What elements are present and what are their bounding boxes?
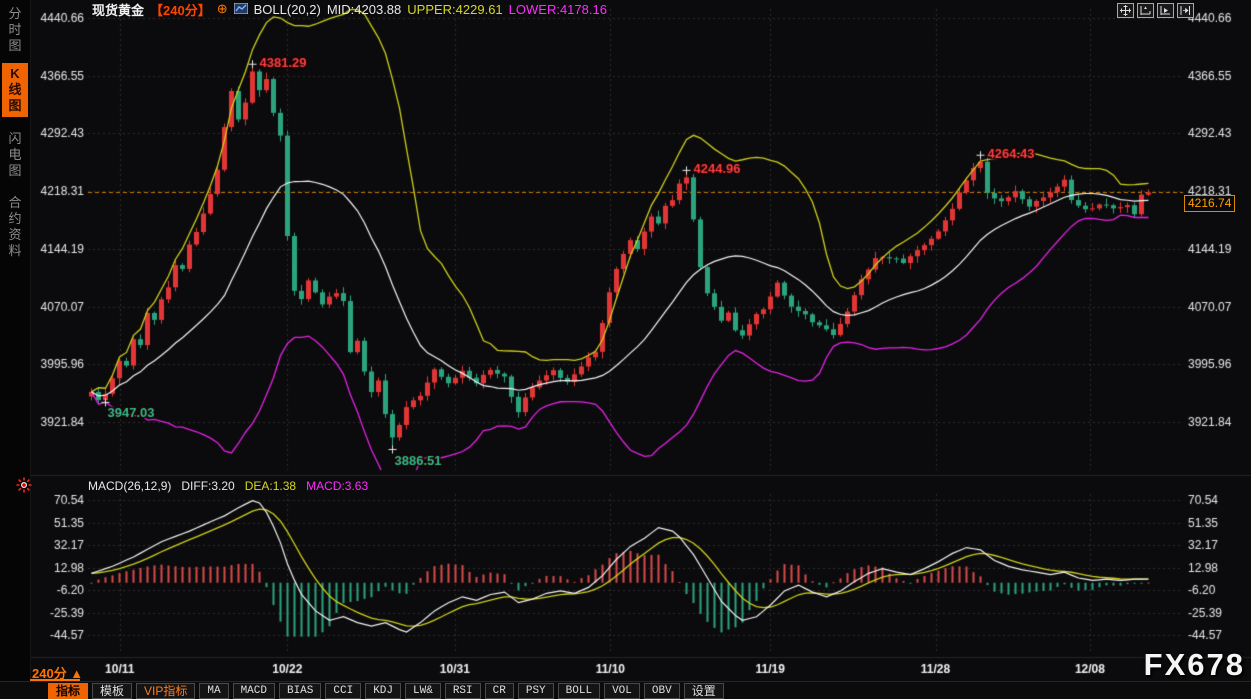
- toolbar-button-CR[interactable]: CR: [484, 682, 514, 699]
- boll-upper-value: UPPER:4229.61: [407, 1, 503, 17]
- macd-macd-value: MACD:3.63: [306, 479, 369, 493]
- indicator-buttons: 指标 模板 VIP指标 MA MACD BIAS CCI KDJ LW& RSI CR PSY BOLL…: [48, 682, 724, 699]
- toolbar-button-BIAS[interactable]: BIAS: [278, 682, 322, 699]
- toolbar-button-指标[interactable]: 指标: [48, 682, 89, 699]
- axis-compress-icon[interactable]: [1137, 3, 1154, 18]
- toolbar-button-BOLL[interactable]: BOLL: [557, 682, 601, 699]
- toolbar-button-KDJ[interactable]: KDJ: [365, 682, 402, 699]
- chart-header: 现货黄金 【240分】 ⊕ BOLL(20,2) MID:4203.88 UPP…: [92, 1, 607, 18]
- period-badge: 【240分】: [150, 2, 211, 18]
- toolbar-button-OBV[interactable]: OBV: [643, 682, 680, 699]
- toolbar-button-CCI[interactable]: CCI: [325, 682, 362, 699]
- watermark-logo: FX678: [1143, 647, 1245, 682]
- toolbar-button-模板[interactable]: 模板: [92, 682, 133, 699]
- toolbar-button-RSI[interactable]: RSI: [444, 682, 481, 699]
- toolbar-button-MA[interactable]: MA: [199, 682, 229, 699]
- toolbar-button-MACD[interactable]: MACD: [232, 682, 275, 699]
- macd-diff-value: DIFF:3.20: [181, 479, 235, 493]
- add-indicator-icon[interactable]: ⊕: [216, 1, 228, 16]
- toolbar-button-PSY[interactable]: PSY: [517, 682, 554, 699]
- chart-tools: [1117, 3, 1194, 18]
- macd-indicator-name: MACD(26,12,9): [88, 479, 172, 493]
- current-price-tag: 4216.74: [1184, 195, 1236, 212]
- macd-header: MACD(26,12,9) DIFF:3.20 DEA:1.38 MACD:3.…: [88, 479, 368, 493]
- toolbar-button-设置[interactable]: 设置: [683, 682, 724, 699]
- sidebar-tab-1[interactable]: 分时图: [8, 6, 22, 53]
- toolbar-button-VIP指标[interactable]: VIP指标: [136, 682, 196, 699]
- axis-play-icon[interactable]: [1157, 3, 1174, 18]
- boll-lower-value: LOWER:4178.16: [508, 1, 607, 17]
- sidebar-tab-4[interactable]: 合约资料: [8, 195, 22, 258]
- toolbar-button-LW&[interactable]: LW&: [405, 682, 441, 699]
- toolbar-button-VOL[interactable]: VOL: [604, 682, 640, 699]
- sidebar-tab-3[interactable]: 闪电图: [8, 131, 22, 178]
- period-selector[interactable]: 240分 ▲: [32, 666, 84, 681]
- axis-shift-icon[interactable]: [1177, 3, 1194, 18]
- macd-dea-value: DEA:1.38: [244, 479, 297, 493]
- chart-line-icon: [233, 2, 249, 17]
- boll-mid-value: MID:4203.88: [326, 1, 402, 17]
- alert-burst-icon[interactable]: [16, 477, 32, 498]
- bottom-toolbar: 指标 模板 VIP指标 MA MACD BIAS CCI KDJ LW& RSI CR PSY BOLL…: [0, 681, 1251, 699]
- symbol-name: 现货黄金: [92, 2, 145, 18]
- indicator-name: BOLL(20,2): [253, 1, 321, 17]
- crosshair-icon[interactable]: [1117, 3, 1134, 18]
- period-underline: [30, 679, 80, 681]
